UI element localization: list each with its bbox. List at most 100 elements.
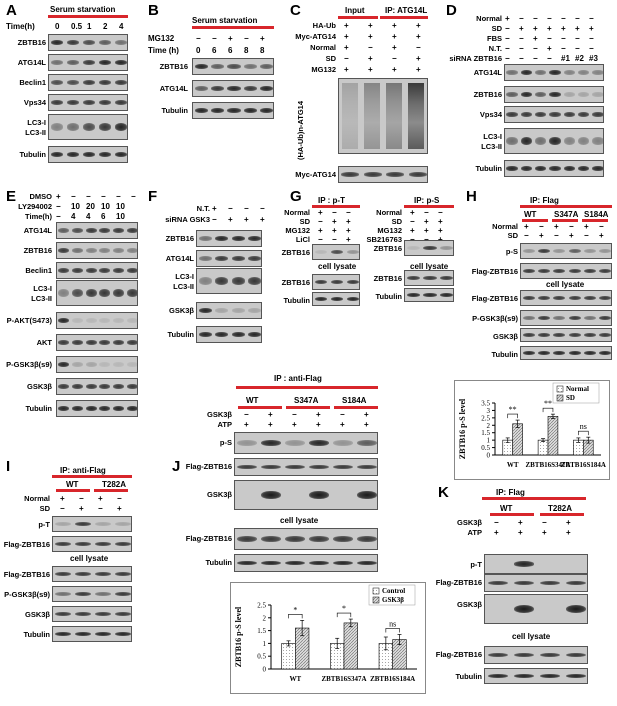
condition-symbol: 0.5: [71, 22, 83, 31]
row-label: ZBTB16: [165, 234, 194, 243]
band: [75, 611, 91, 617]
red-bar: [404, 205, 454, 208]
band: [50, 123, 64, 131]
condition-symbol: −: [505, 44, 510, 53]
blot-strip: [312, 292, 360, 306]
condition-symbol: −: [60, 504, 65, 513]
band: [309, 440, 329, 446]
band: [535, 92, 547, 97]
group-label: WT: [500, 504, 513, 513]
band: [406, 245, 420, 251]
row-label: Myc-ATG14: [295, 170, 336, 179]
ip-header: IP: anti-Flag: [60, 466, 106, 475]
condition-symbol: −: [98, 504, 103, 513]
band: [211, 86, 225, 91]
band: [520, 112, 533, 117]
condition-name: siRNA GSK3: [165, 215, 210, 224]
significance-mark: **: [544, 399, 552, 408]
band: [115, 591, 131, 597]
row-label: ATG14L: [165, 254, 194, 263]
condition-name: MG132: [311, 65, 336, 74]
condition-symbol: +: [494, 528, 499, 537]
blot-strip: [48, 94, 128, 111]
row-label: Flag-ZBTB16: [435, 578, 482, 587]
blot-strip: [196, 250, 262, 267]
condition-name: Normal: [476, 14, 502, 23]
band: [423, 245, 437, 251]
blot-strip: [196, 230, 262, 247]
band: [58, 268, 70, 273]
condition-symbol: −: [424, 235, 429, 244]
band: [568, 248, 581, 254]
blot-strip: [48, 34, 128, 51]
band: [506, 166, 518, 171]
condition-symbol: 10: [101, 202, 110, 211]
band: [82, 80, 96, 85]
blot-strip: [404, 270, 454, 286]
x-tick-label: WT: [507, 461, 519, 469]
row-label: Tubulin: [283, 296, 310, 305]
band: [113, 340, 124, 345]
band: [568, 295, 581, 301]
cell-lysate-label: cell lysate: [70, 554, 109, 563]
condition-symbol: +: [438, 217, 443, 226]
band: [99, 248, 111, 253]
significance-mark: ns: [580, 422, 587, 431]
condition-symbol: −: [569, 222, 574, 231]
blot-strip: [56, 378, 138, 395]
row-label: Flag-ZBTB16: [185, 534, 232, 543]
condition-symbol: −: [599, 222, 604, 231]
condition-symbol: +: [505, 14, 510, 23]
chart-svg: 0 0.5 1 1.5 2 2.5 ZBTB16 p-S level * WT * ZBTB16S3…: [234, 584, 417, 683]
condition-symbol: 6: [212, 46, 217, 55]
condition-symbol: 10: [71, 202, 80, 211]
band: [563, 70, 575, 75]
condition-symbol: −: [542, 518, 547, 527]
band: [98, 60, 112, 65]
condition-symbol: +: [260, 215, 265, 224]
band: [599, 248, 611, 254]
condition-symbol: 10: [116, 212, 125, 221]
row-label: Flag-ZBTB16: [471, 294, 518, 303]
x-tick-label: ZBTB16S347A: [525, 461, 570, 469]
bar: [512, 423, 523, 456]
condition-symbol: −: [539, 222, 544, 231]
ip-pt-header: IP : p-T: [318, 196, 345, 205]
band: [98, 80, 112, 85]
blot-strip: [56, 262, 138, 279]
band: [522, 333, 535, 337]
row-label: GSK3β: [492, 332, 518, 341]
condition-symbol: +: [566, 518, 571, 527]
band: [115, 541, 131, 547]
row-label: GSK3β: [24, 610, 50, 619]
row-label: GSK3β: [456, 600, 482, 609]
condition-symbol: −: [505, 24, 510, 33]
band: [55, 631, 71, 637]
band: [423, 293, 437, 297]
band: [363, 172, 382, 177]
condition-symbol: −: [79, 494, 84, 503]
band: [309, 490, 329, 500]
condition-symbol: 6: [101, 212, 106, 221]
band: [215, 332, 229, 337]
bar: [343, 622, 358, 670]
band: [72, 406, 83, 411]
blot-strip: [520, 310, 612, 326]
band: [506, 137, 518, 145]
band: [314, 297, 328, 301]
row-label: Vps34: [479, 110, 502, 119]
significance-mark: ns: [389, 619, 396, 628]
band: [537, 268, 551, 274]
condition-name: siRNA ZBTB16: [449, 54, 502, 63]
condition-symbol: −: [589, 14, 594, 23]
row-label: Tubulin: [23, 630, 50, 639]
condition-symbol: −: [131, 192, 136, 201]
condition-symbol: +: [212, 204, 217, 213]
band: [82, 123, 96, 131]
condition-symbol: 4: [119, 22, 124, 31]
band: [126, 318, 137, 323]
band: [113, 406, 124, 411]
condition-symbol: −: [589, 34, 594, 43]
band: [577, 92, 590, 97]
condition-name: GSK3β: [206, 410, 232, 419]
